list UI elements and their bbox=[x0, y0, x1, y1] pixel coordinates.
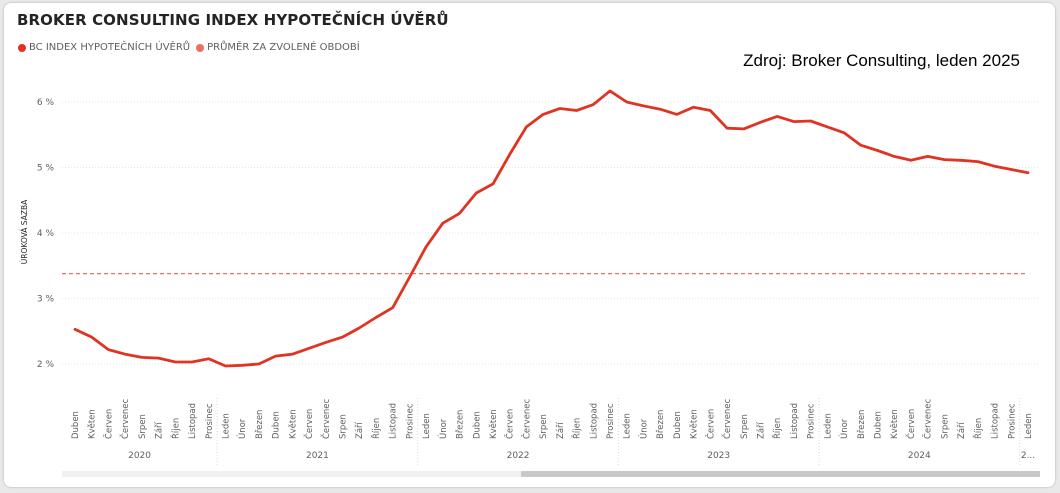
x-tick-label: Duben bbox=[71, 411, 81, 439]
x-tick-label: Říjen bbox=[572, 418, 583, 439]
y-tick-label: 2 % bbox=[37, 360, 55, 370]
x-tick-label: Květen bbox=[489, 409, 499, 439]
x-tick-label: Leden bbox=[623, 413, 633, 439]
x-tick-label: Březen bbox=[255, 410, 265, 439]
x-tick-label: Červen bbox=[504, 409, 516, 439]
x-axis-years: 2020 2021 2022 2023 2024 2... bbox=[128, 398, 1035, 466]
x-tick-label: Březen bbox=[656, 410, 666, 439]
x-tick-label: Leden bbox=[1024, 413, 1034, 439]
x-axis-ticks: Duben Květen Červen Červenec Srpen Září Říjen L… bbox=[71, 398, 1034, 439]
x-tick-label: Prosinec bbox=[205, 403, 215, 439]
y-tick-label: 3 % bbox=[37, 295, 55, 305]
x-tick-label: Červen bbox=[102, 409, 114, 439]
x-tick-label: Červenec bbox=[320, 398, 332, 439]
legend-dot-index bbox=[18, 43, 26, 52]
x-tick-label: Červen bbox=[905, 409, 917, 439]
x-tick-label: Září bbox=[155, 421, 165, 439]
x-tick-label: Duben bbox=[472, 411, 482, 439]
x-tick-label: Březen bbox=[456, 410, 466, 439]
legend-label-index: BC INDEX HYPOTEČNÍCH ÚVĚRŮ bbox=[29, 42, 191, 53]
year-label: 2024 bbox=[908, 451, 931, 461]
legend-item-average[interactable]: PRŮMĚR ZA ZVOLENÉ OBDOBÍ bbox=[196, 42, 360, 53]
horizontal-scrollbar-thumb[interactable] bbox=[521, 471, 1040, 477]
grid-lines bbox=[62, 101, 1040, 365]
legend-label-average: PRŮMĚR ZA ZVOLENÉ OBDOBÍ bbox=[207, 42, 360, 53]
x-tick-label: Červenec bbox=[119, 398, 131, 439]
y-tick-label: 5 % bbox=[37, 164, 55, 174]
x-tick-label: Leden bbox=[221, 413, 231, 439]
x-tick-label: Prosinec bbox=[405, 403, 415, 439]
year-label: 2021 bbox=[306, 451, 329, 461]
y-tick-label: 4 % bbox=[37, 229, 55, 239]
chart-title: BROKER CONSULTING INDEX HYPOTEČNÍCH ÚVĚR… bbox=[17, 11, 449, 29]
x-tick-label: Červen bbox=[303, 409, 315, 439]
x-tick-label: Říjen bbox=[170, 418, 181, 439]
source-note: Zdroj: Broker Consulting, leden 2025 bbox=[743, 51, 1020, 70]
x-tick-label: Listopad bbox=[188, 403, 198, 439]
x-tick-label: Květen bbox=[88, 409, 98, 439]
x-tick-label: Červen bbox=[704, 409, 716, 439]
x-tick-label: Leden bbox=[823, 413, 833, 439]
y-axis-label: ÚROKOVÁ SAZBA bbox=[20, 199, 29, 264]
x-tick-label: Listopad bbox=[790, 403, 800, 439]
x-tick-label: Únor bbox=[437, 418, 449, 439]
x-tick-label: Květen bbox=[890, 409, 900, 439]
year-label: 2... bbox=[1021, 451, 1035, 461]
x-tick-label: Září bbox=[957, 421, 967, 439]
x-tick-label: Listopad bbox=[589, 403, 599, 439]
x-tick-label: Květen bbox=[690, 409, 700, 439]
y-axis-ticks: 2 % 3 % 4 % 5 % 6 % bbox=[37, 98, 55, 370]
x-tick-label: Listopad bbox=[389, 403, 399, 439]
x-tick-label: Srpen bbox=[539, 414, 549, 439]
x-tick-label: Září bbox=[756, 421, 766, 439]
x-tick-label: Září bbox=[355, 421, 365, 439]
x-tick-label: Březen bbox=[857, 410, 867, 439]
chart-card bbox=[4, 3, 1055, 487]
x-tick-label: Prosinec bbox=[606, 403, 616, 439]
x-tick-label: Únor bbox=[637, 418, 649, 439]
legend-item-index[interactable]: BC INDEX HYPOTEČNÍCH ÚVĚRŮ bbox=[18, 42, 190, 53]
y-tick-label: 6 % bbox=[37, 98, 55, 108]
chart-legend: BC INDEX HYPOTEČNÍCH ÚVĚRŮ PRŮMĚR ZA ZVO… bbox=[18, 42, 360, 53]
x-tick-label: Duben bbox=[673, 411, 683, 439]
x-tick-label: Červenec bbox=[721, 398, 733, 439]
x-tick-label: Duben bbox=[874, 411, 884, 439]
x-tick-label: Červenec bbox=[520, 398, 532, 439]
series-line bbox=[73, 89, 1030, 368]
x-tick-label: Říjen bbox=[772, 418, 783, 439]
x-tick-label: Listopad bbox=[991, 403, 1001, 439]
x-tick-label: Srpen bbox=[339, 414, 349, 439]
year-label: 2023 bbox=[707, 451, 730, 461]
year-label: 2020 bbox=[128, 451, 151, 461]
year-label: 2022 bbox=[507, 451, 530, 461]
x-tick-label: Červenec bbox=[922, 398, 934, 439]
x-tick-label: Říjen bbox=[371, 418, 382, 439]
x-tick-label: Srpen bbox=[740, 414, 750, 439]
x-tick-label: Únor bbox=[236, 418, 248, 439]
x-tick-label: Srpen bbox=[138, 414, 148, 439]
x-tick-label: Prosinec bbox=[807, 403, 817, 439]
x-tick-label: Duben bbox=[272, 411, 282, 439]
x-tick-label: Říjen bbox=[973, 418, 984, 439]
x-tick-label: Květen bbox=[288, 409, 298, 439]
x-tick-label: Srpen bbox=[940, 414, 950, 439]
x-tick-label: Leden bbox=[422, 413, 432, 439]
legend-dot-average bbox=[196, 43, 205, 52]
x-tick-label: Únor bbox=[838, 418, 850, 439]
index-series bbox=[73, 89, 1030, 368]
x-tick-label: Září bbox=[556, 421, 566, 439]
x-tick-label: Prosinec bbox=[1007, 403, 1017, 439]
